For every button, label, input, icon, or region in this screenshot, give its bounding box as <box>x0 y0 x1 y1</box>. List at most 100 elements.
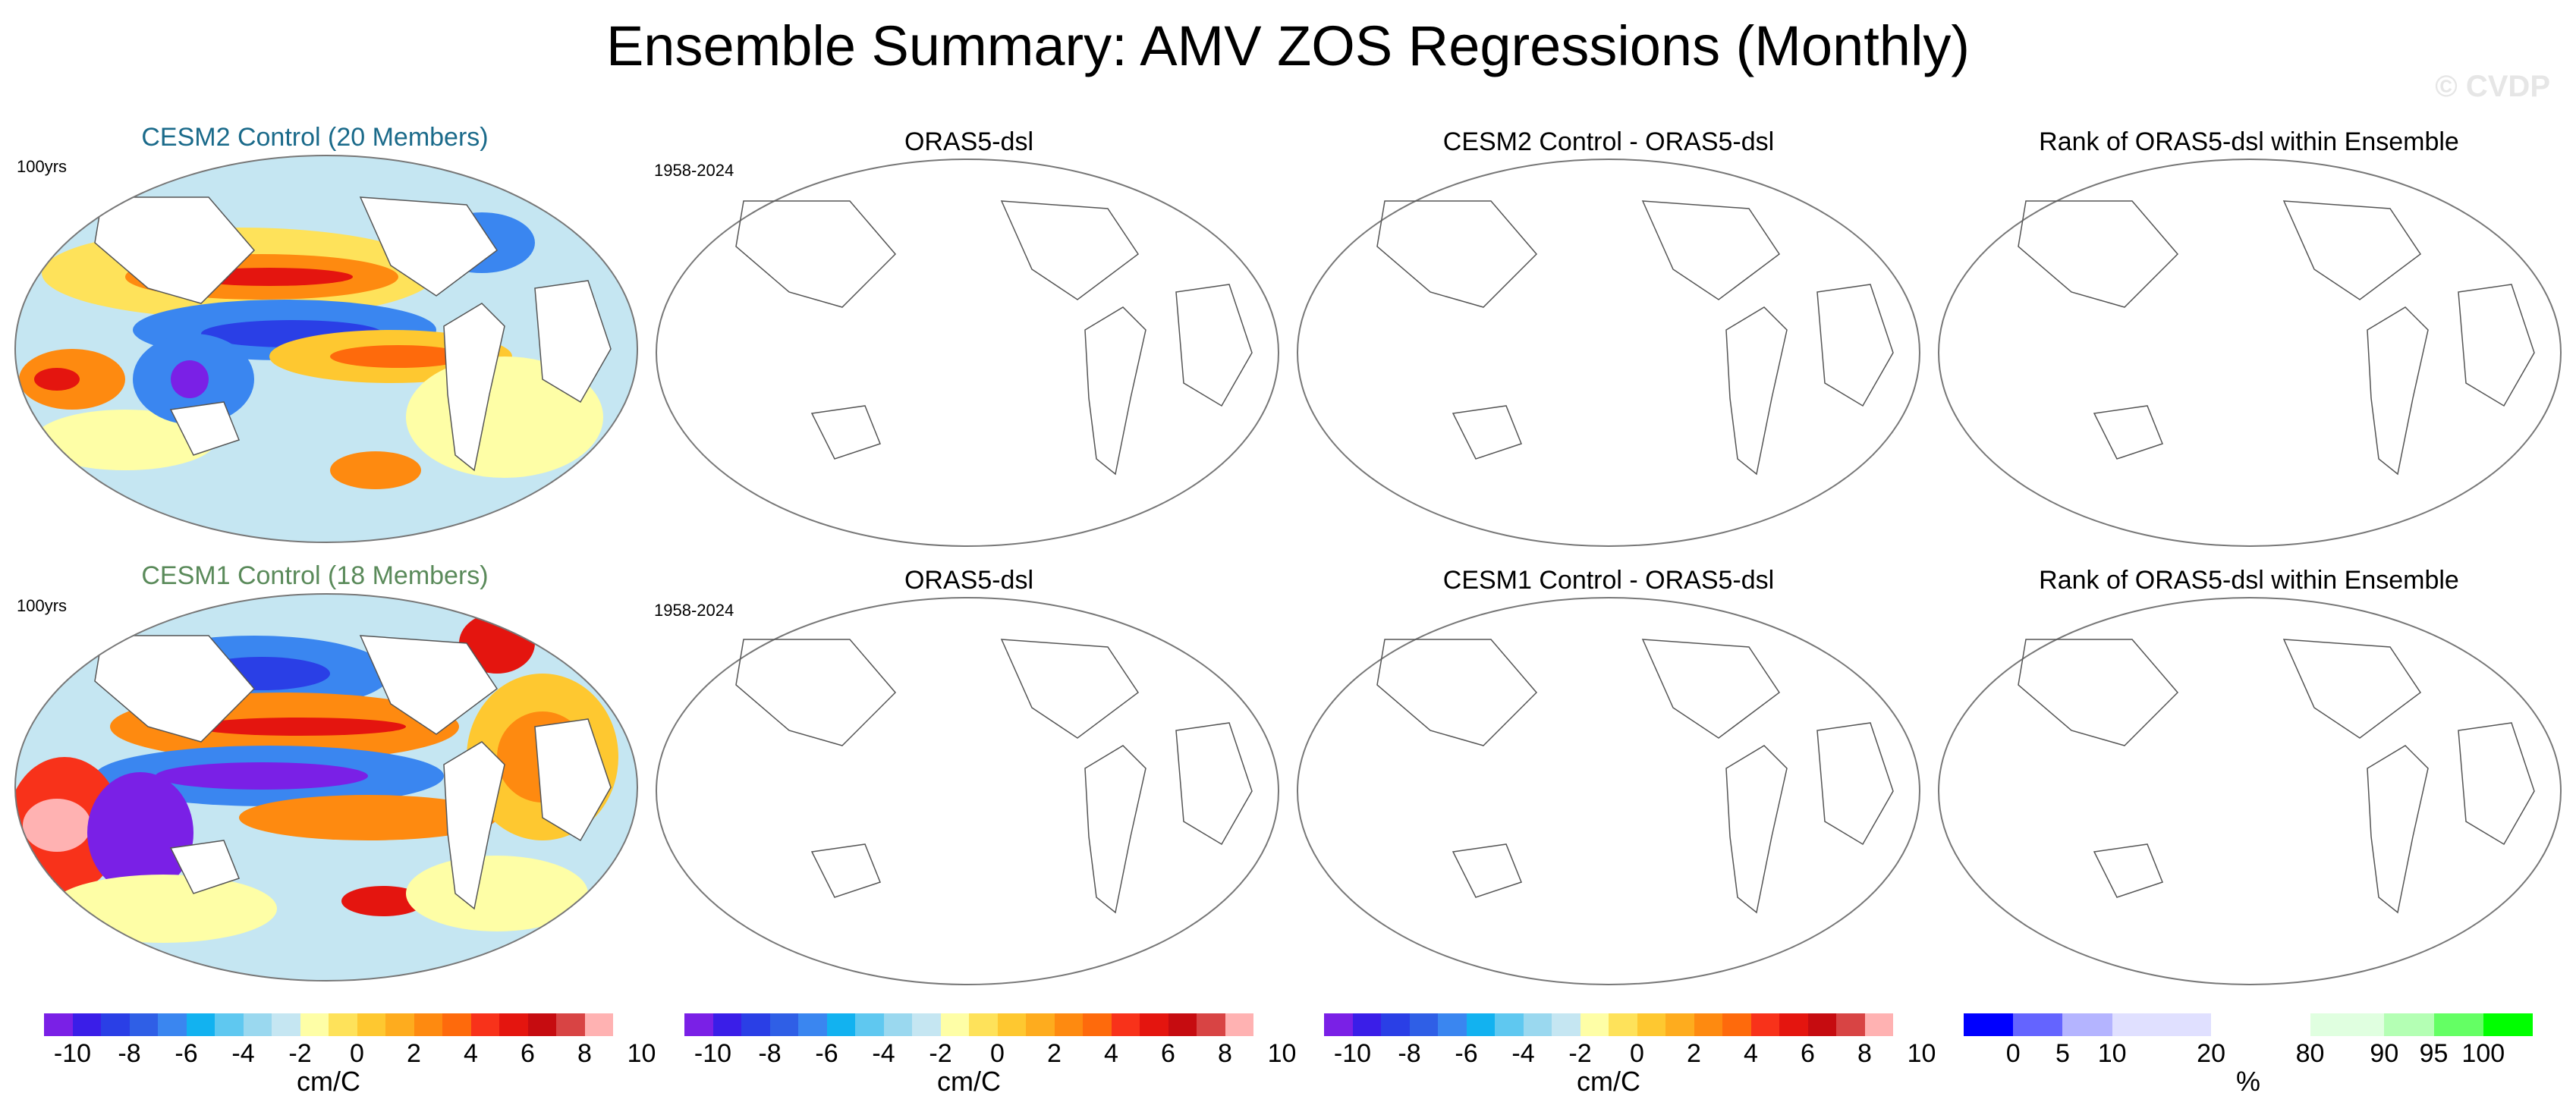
colorbar-3-tick-label: -4 <box>1511 1039 1535 1068</box>
colorbar-3-swatch <box>1381 1013 1410 1036</box>
colorbar-2-tick-label: 10 <box>1267 1039 1297 1068</box>
colorbar-1-unit: cm/C <box>297 1066 360 1097</box>
panel-title-r1c2: ORAS5-dsl <box>904 127 1034 156</box>
period-label-r1c1: 100yrs <box>17 157 68 176</box>
colorbar-2-tick-label: 4 <box>1104 1039 1118 1068</box>
colorbar-3-swatch <box>1807 1013 1836 1036</box>
colorbar-3-swatch <box>1580 1013 1609 1036</box>
figure-title: Ensemble Summary: AMV ZOS Regressions (M… <box>605 14 1971 77</box>
colorbar-3-tick-label: 8 <box>1857 1039 1872 1068</box>
colorbar-1 <box>44 1013 613 1036</box>
colorbar-4-ticks: 0 5 10 20 80 90 95 100 <box>1964 1039 2533 1069</box>
colorbar-3-swatch <box>1722 1013 1751 1036</box>
colorbar-2-tick-label: -4 <box>872 1039 895 1068</box>
colorbar-2-tick-label: 0 <box>990 1039 1005 1068</box>
panel-title-r2c2: ORAS5-dsl <box>904 566 1034 595</box>
colorbar-3-ticks: -10 -8 -6 -4 -2 0 2 4 6 8 10 <box>1324 1039 1936 1069</box>
colorbar-3-swatch <box>1836 1013 1865 1036</box>
colorbar-1-tick-label: -6 <box>175 1039 198 1068</box>
colorbar-1-swatch <box>129 1013 158 1036</box>
colorbar-1-tick-label: -2 <box>288 1039 312 1068</box>
colorbar-4-swatch <box>2112 1013 2212 1036</box>
colorbar-4-tick-label: 10 <box>2097 1039 2127 1068</box>
colorbar-2-tick-label: 6 <box>1161 1039 1175 1068</box>
colorbar-3-unit: cm/C <box>1577 1066 1640 1097</box>
colorbar-1-swatch <box>300 1013 329 1036</box>
colorbar-3-swatch <box>1409 1013 1438 1036</box>
colorbar-3-tick-label: 6 <box>1801 1039 1815 1068</box>
map-r1c3 <box>1297 159 1920 547</box>
colorbar-3-tick-label: -2 <box>1568 1039 1592 1068</box>
colorbar-3-swatch <box>1864 1013 1893 1036</box>
panel-title-r2c1: CESM1 Control (18 Members) <box>141 561 489 590</box>
colorbar-3-tick-label: 0 <box>1630 1039 1644 1068</box>
colorbar-2-tick-label: 2 <box>1047 1039 1062 1068</box>
colorbar-2-swatch <box>741 1013 770 1036</box>
colorbar-1-swatch <box>72 1013 101 1036</box>
colorbar-3-swatch <box>1324 1013 1353 1036</box>
colorbar-4-swatch <box>2433 1013 2483 1036</box>
colorbar-1-tick-label: 0 <box>350 1039 364 1068</box>
colorbar-1-tick-label: 8 <box>577 1039 592 1068</box>
colorbar-4-tick-label: 20 <box>2197 1039 2225 1068</box>
colorbar-1-tick-label: 4 <box>464 1039 478 1068</box>
colorbar-2-swatch <box>684 1013 713 1036</box>
colorbar-1-swatch <box>584 1013 613 1036</box>
colorbar-2-swatch <box>883 1013 912 1036</box>
colorbar-4-tick-label: 0 <box>2005 1039 2021 1068</box>
colorbar-3-swatch <box>1495 1013 1524 1036</box>
colorbar-4-swatch <box>2384 1013 2434 1036</box>
colorbar-1-swatch <box>329 1013 357 1036</box>
colorbar-1-swatch <box>442 1013 471 1036</box>
colorbar-4-swatch <box>1964 1013 2014 1036</box>
colorbar-4-tick-label: 100 <box>2461 1039 2505 1068</box>
map-r1c2 <box>656 159 1279 547</box>
colorbar-4-unit: % <box>2235 1066 2261 1097</box>
map-r1c1 <box>14 155 638 543</box>
colorbar-2-swatch <box>1026 1013 1055 1036</box>
colorbar-3-swatch <box>1609 1013 1637 1036</box>
colorbar-3-swatch <box>1694 1013 1722 1036</box>
map-r2c3 <box>1297 597 1920 985</box>
colorbar-3-swatch <box>1750 1013 1779 1036</box>
colorbar-3-swatch <box>1352 1013 1381 1036</box>
colorbar-1-swatch <box>44 1013 73 1036</box>
period-label-r1c2: 1958-2024 <box>654 161 734 180</box>
colorbar-4-swatch <box>2062 1013 2112 1036</box>
colorbar-2-swatch <box>826 1013 855 1036</box>
colorbar-3-tick-label: -8 <box>1398 1039 1421 1068</box>
colorbar-1-swatch <box>357 1013 385 1036</box>
colorbar-4-swatch <box>2310 1013 2385 1036</box>
colorbar-1-tick-label: -8 <box>118 1039 141 1068</box>
colorbar-1-swatch <box>527 1013 556 1036</box>
colorbar-1-swatch <box>385 1013 414 1036</box>
colorbar-3 <box>1324 1013 1893 1036</box>
colorbar-2-swatch <box>798 1013 827 1036</box>
colorbar-3-swatch <box>1552 1013 1581 1036</box>
map-r2c4 <box>1938 597 2562 985</box>
panel-title-r1c1: CESM2 Control (20 Members) <box>141 123 489 152</box>
colorbar-4 <box>1964 1013 2534 1036</box>
colorbar-3-tick-label: 2 <box>1687 1039 1701 1068</box>
colorbar-2-ticks: -10 -8 -6 -4 -2 0 2 4 6 8 10 <box>684 1039 1296 1069</box>
colorbar-2-swatch <box>769 1013 798 1036</box>
colorbar-2-swatch <box>1225 1013 1253 1036</box>
watermark: © CVDP <box>2435 70 2550 103</box>
colorbar-2-swatch <box>1054 1013 1083 1036</box>
colorbar-3-tick-label: 4 <box>1744 1039 1758 1068</box>
colorbar-2-swatch <box>1197 1013 1225 1036</box>
colorbar-4-tick-label: 5 <box>2055 1039 2070 1068</box>
colorbar-1-swatch <box>215 1013 244 1036</box>
panel-title-r1c4: Rank of ORAS5-dsl within Ensemble <box>2039 127 2459 156</box>
colorbar-2 <box>684 1013 1253 1036</box>
colorbar-1-tick-label: 2 <box>407 1039 421 1068</box>
colorbar-3-swatch <box>1665 1013 1694 1036</box>
map-r2c2 <box>656 597 1279 985</box>
colorbar-2-swatch <box>940 1013 969 1036</box>
colorbar-1-swatch <box>470 1013 499 1036</box>
colorbar-1-tick-label: -10 <box>53 1039 92 1068</box>
colorbar-1-swatch <box>186 1013 215 1036</box>
colorbar-2-tick-label: -10 <box>694 1039 732 1068</box>
colorbar-2-swatch <box>1168 1013 1197 1036</box>
colorbar-2-tick-label: -8 <box>758 1039 782 1068</box>
